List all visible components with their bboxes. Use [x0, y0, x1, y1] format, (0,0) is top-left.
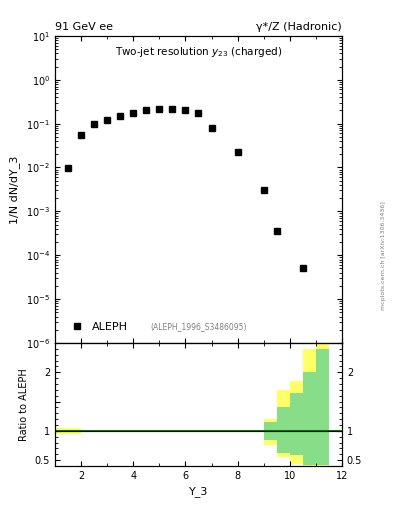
Legend: ALEPH: ALEPH [61, 316, 133, 337]
Text: Two-jet resolution $y_{23}$ (charged): Two-jet resolution $y_{23}$ (charged) [115, 45, 282, 59]
Text: γ*/Z (Hadronic): γ*/Z (Hadronic) [256, 23, 342, 32]
Y-axis label: 1/N dN/dY_3: 1/N dN/dY_3 [9, 155, 20, 224]
Text: (ALEPH_1996_S3486095): (ALEPH_1996_S3486095) [150, 322, 247, 331]
X-axis label: Y_3: Y_3 [189, 486, 208, 497]
Y-axis label: Ratio to ALEPH: Ratio to ALEPH [19, 368, 29, 441]
Text: mcplots.cern.ch [arXiv:1306.3436]: mcplots.cern.ch [arXiv:1306.3436] [381, 202, 386, 310]
Text: 91 GeV ee: 91 GeV ee [55, 23, 113, 32]
